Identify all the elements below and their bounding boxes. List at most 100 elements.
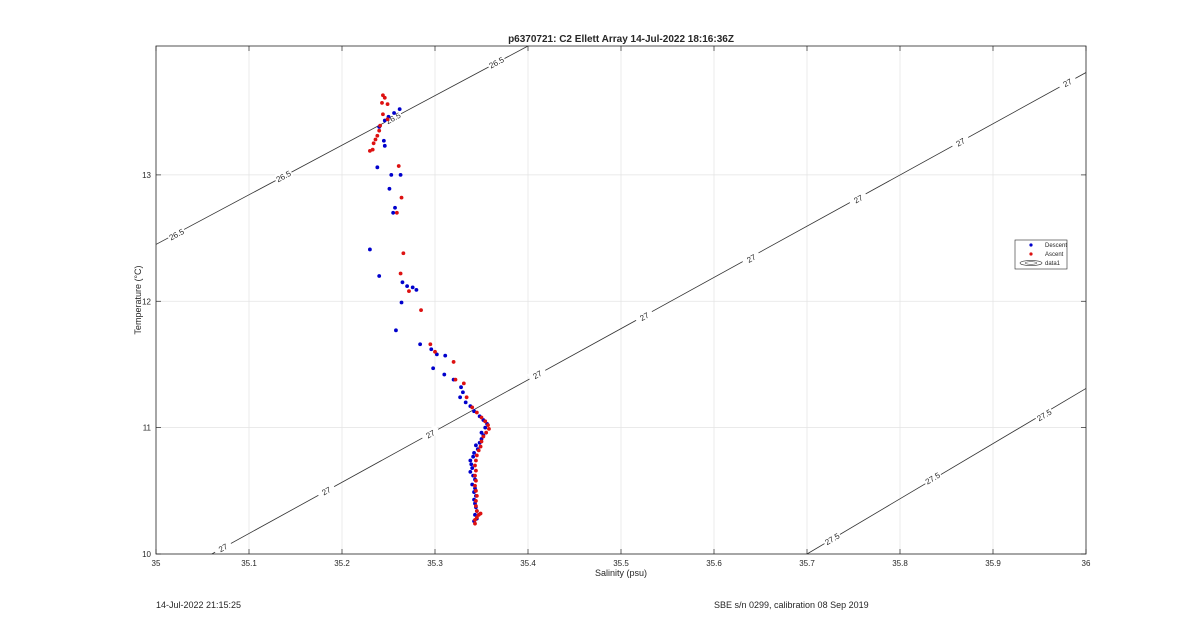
- legend-marker-contour-inner: [1024, 261, 1038, 265]
- contour-label-background: [847, 190, 868, 207]
- ascent-point: [483, 419, 488, 424]
- y-tick-label: 12: [142, 297, 151, 306]
- series-ascent: [368, 93, 491, 526]
- contour-label-background: [166, 225, 187, 243]
- ascent-point: [453, 377, 458, 382]
- legend-label-data1: data1: [1045, 261, 1061, 267]
- x-tick-label: 35: [152, 559, 161, 568]
- ascent-point: [394, 210, 399, 215]
- x-tick-label: 35.3: [427, 559, 443, 568]
- density-contour-label-group: 27: [847, 190, 868, 207]
- ascent-point: [476, 448, 481, 453]
- descent-point: [381, 138, 386, 143]
- descent-point: [375, 165, 380, 170]
- contour-label-background: [1033, 406, 1054, 424]
- x-tick-label: 35.6: [706, 559, 722, 568]
- ascent-point: [478, 511, 483, 516]
- descent-point: [459, 385, 463, 390]
- descent-point: [398, 172, 403, 177]
- ascent-point: [464, 395, 469, 400]
- ascent-point: [451, 360, 456, 364]
- ascent-point: [380, 100, 384, 105]
- ascent-point: [382, 95, 387, 100]
- ascent-point: [461, 381, 466, 386]
- ascent-point: [474, 499, 478, 503]
- contour-label-background: [420, 425, 441, 442]
- descent-point: [469, 462, 474, 467]
- ascent-point: [481, 434, 486, 439]
- ascent-point: [473, 483, 477, 488]
- contour-label-background: [486, 53, 507, 71]
- x-tick-label: 35.2: [334, 559, 350, 568]
- x-tick-label: 35.7: [799, 559, 815, 568]
- legend-marker-descent: [1029, 243, 1033, 247]
- ascent-point: [474, 468, 478, 473]
- contour-label-background: [382, 109, 403, 126]
- descent-point: [463, 400, 468, 405]
- descent-point: [405, 284, 409, 288]
- x-tick-label: 35.9: [985, 559, 1001, 568]
- x-tick-label: 35.1: [241, 559, 257, 568]
- legend-marker-contour: [1019, 260, 1043, 266]
- descent-point: [418, 342, 423, 347]
- ascent-point: [371, 141, 376, 146]
- y-tick-label: 11: [143, 424, 152, 433]
- ascent-point: [474, 509, 479, 513]
- data-series: [368, 93, 491, 526]
- ascent-point: [401, 251, 406, 256]
- descent-point: [399, 300, 404, 305]
- descent-point: [429, 347, 434, 352]
- descent-point: [377, 274, 382, 278]
- y-tick-label: 13: [142, 171, 151, 180]
- ascent-point: [470, 405, 475, 410]
- ascent-point: [473, 521, 477, 526]
- contour-label-background: [527, 365, 548, 383]
- descent-point: [470, 466, 475, 470]
- descent-point: [393, 205, 397, 210]
- contour-label-background: [950, 133, 971, 150]
- descent-point: [410, 285, 415, 290]
- contour-label-background: [1057, 73, 1078, 91]
- ascent-point: [474, 488, 478, 493]
- descent-point: [392, 111, 396, 115]
- descent-point: [483, 425, 488, 430]
- density-contour-label-group: 27: [420, 425, 441, 442]
- ascent-point: [433, 349, 437, 354]
- density-contour-label-group: 27: [740, 249, 762, 267]
- contour-label-background: [740, 249, 762, 267]
- ascent-point: [396, 164, 401, 168]
- contour-label-background: [315, 482, 337, 499]
- legend-label-descent: Descent: [1045, 243, 1067, 249]
- density-contour-label-group: 27: [315, 482, 337, 499]
- descent-point: [474, 443, 478, 448]
- legend-label-ascent: Ascent: [1045, 252, 1064, 258]
- x-axis-label: Salinity (psu): [595, 568, 647, 578]
- descent-point: [368, 247, 372, 252]
- descent-point: [472, 451, 476, 455]
- x-tick-label: 35.4: [520, 559, 536, 568]
- ascent-point: [368, 148, 372, 153]
- ascent-point: [474, 453, 479, 458]
- ascent-point: [474, 478, 478, 483]
- ascent-point: [398, 271, 403, 276]
- ascent-point: [474, 493, 479, 498]
- chart-title: p6370721: C2 Ellett Array 14-Jul-2022 18…: [508, 34, 734, 45]
- density-contour-label-group: 27: [527, 365, 548, 383]
- ascent-point: [375, 133, 380, 138]
- descent-point: [443, 353, 448, 358]
- y-axis-label: Temperature (°C): [133, 265, 143, 334]
- descent-point: [400, 280, 405, 285]
- descent-point: [471, 454, 476, 459]
- legend-marker-ascent: [1029, 252, 1033, 256]
- x-axis-ticks: 35 35.1 35.2 35.3 35.4 35.5 35.6 35.7 35.8 35.9 36: [152, 46, 1091, 568]
- ascent-point: [407, 289, 411, 294]
- contour-label-background: [273, 167, 294, 184]
- ascent-point: [484, 430, 489, 435]
- ascent-point: [474, 458, 478, 463]
- descent-point: [461, 390, 465, 395]
- footer-timestamp: 14-Jul-2022 21:15:25: [156, 600, 242, 610]
- contour-label-background: [821, 529, 842, 547]
- descent-point: [468, 458, 473, 463]
- ascent-point: [486, 423, 490, 428]
